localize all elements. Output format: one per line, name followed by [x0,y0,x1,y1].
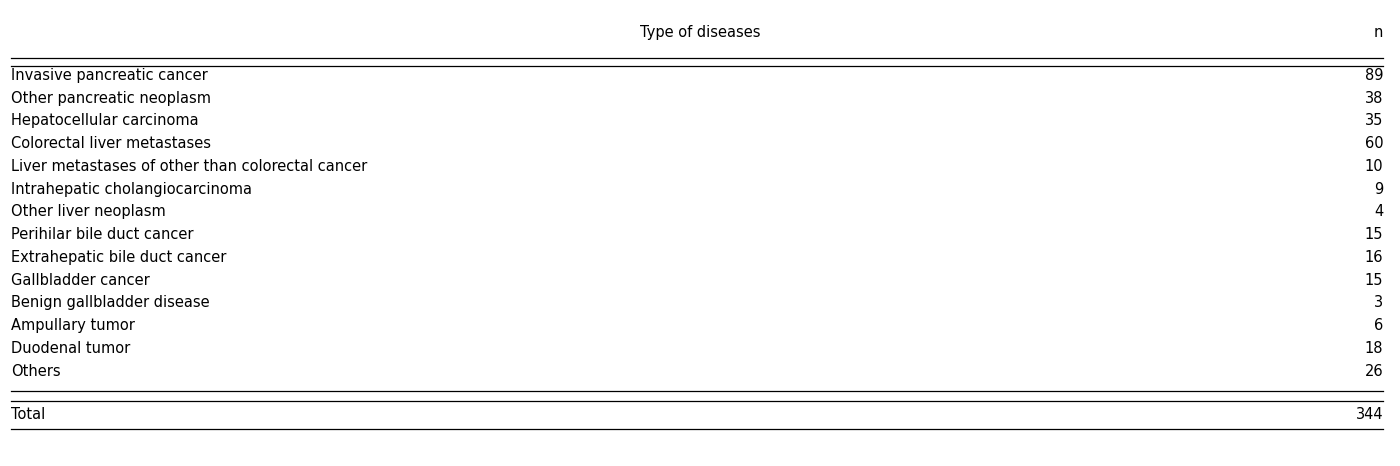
Text: Extrahepatic bile duct cancer: Extrahepatic bile duct cancer [11,250,227,265]
Text: Other liver neoplasm: Other liver neoplasm [11,205,167,219]
Text: Benign gallbladder disease: Benign gallbladder disease [11,295,210,310]
Text: Other pancreatic neoplasm: Other pancreatic neoplasm [11,91,211,106]
Text: Ampullary tumor: Ampullary tumor [11,318,134,333]
Text: 3: 3 [1373,295,1383,310]
Text: 26: 26 [1365,363,1383,378]
Text: 6: 6 [1373,318,1383,333]
Text: 38: 38 [1365,91,1383,106]
Text: 16: 16 [1365,250,1383,265]
Text: 15: 15 [1365,227,1383,242]
Text: 10: 10 [1365,159,1383,174]
Text: Type of diseases: Type of diseases [640,25,760,40]
Text: Intrahepatic cholangiocarcinoma: Intrahepatic cholangiocarcinoma [11,182,252,197]
Text: Invasive pancreatic cancer: Invasive pancreatic cancer [11,68,209,83]
Text: n: n [1373,25,1383,40]
Text: Liver metastases of other than colorectal cancer: Liver metastases of other than colorecta… [11,159,367,174]
Text: Colorectal liver metastases: Colorectal liver metastases [11,136,211,151]
Text: Perihilar bile duct cancer: Perihilar bile duct cancer [11,227,193,242]
Text: Others: Others [11,363,60,378]
Text: 4: 4 [1373,205,1383,219]
Text: 9: 9 [1373,182,1383,197]
Text: Gallbladder cancer: Gallbladder cancer [11,273,150,288]
Text: Total: Total [11,407,45,422]
Text: Duodenal tumor: Duodenal tumor [11,341,130,356]
Text: 60: 60 [1365,136,1383,151]
Text: 35: 35 [1365,113,1383,129]
Text: 18: 18 [1365,341,1383,356]
Text: 15: 15 [1365,273,1383,288]
Text: Hepatocellular carcinoma: Hepatocellular carcinoma [11,113,199,129]
Text: 89: 89 [1365,68,1383,83]
Text: 344: 344 [1355,407,1383,422]
